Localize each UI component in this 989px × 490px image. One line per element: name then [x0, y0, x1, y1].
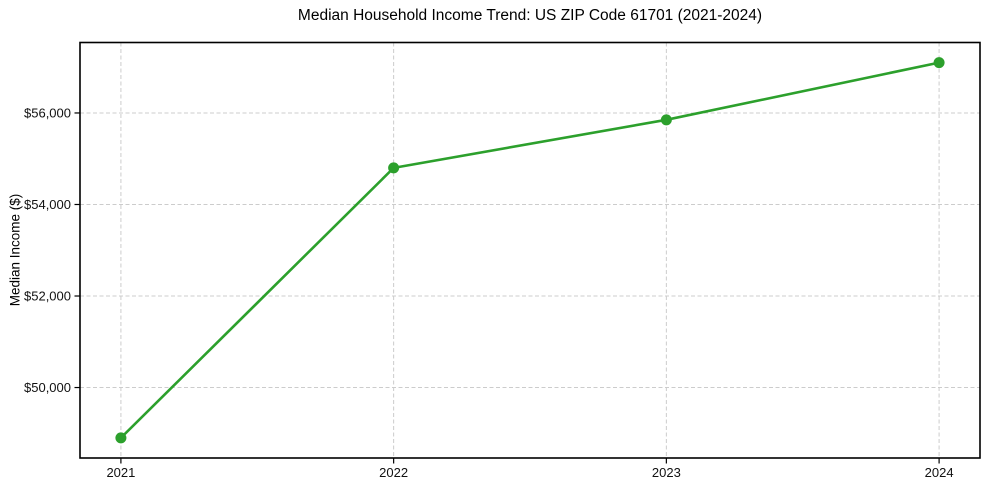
y-tick-label: $56,000	[24, 105, 71, 120]
data-point-2023	[660, 114, 672, 126]
data-point-2022	[388, 162, 400, 174]
y-tick-label: $52,000	[24, 289, 71, 304]
chart-title: Median Household Income Trend: US ZIP Co…	[297, 7, 763, 24]
y-tick-label: $50,000	[24, 380, 71, 395]
trend-line	[119, 61, 941, 440]
data-point-2024	[933, 57, 945, 69]
data-point-2021	[115, 432, 127, 444]
x-tick-label: 2023	[652, 465, 681, 480]
plot-border	[79, 41, 981, 459]
x-tick-label: 2022	[379, 465, 408, 480]
y-tick-label: $54,000	[24, 197, 71, 212]
x-tick-label: 2021	[106, 465, 135, 480]
x-tick-label: 2024	[925, 465, 954, 480]
